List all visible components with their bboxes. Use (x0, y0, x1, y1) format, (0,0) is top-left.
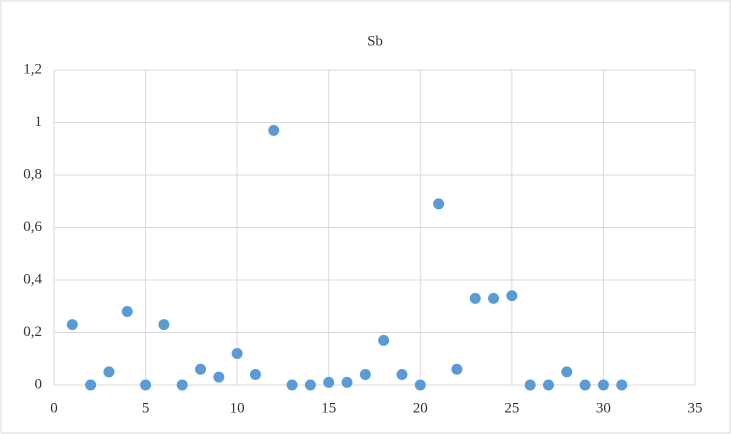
point (488, 292, 500, 304)
point (176, 379, 188, 391)
point (561, 366, 573, 378)
point (323, 376, 335, 388)
x-tick-label: 5 (142, 400, 150, 416)
point (616, 379, 628, 391)
y-tick-label: 0,8 (23, 166, 42, 182)
x-tick-label: 30 (596, 400, 611, 416)
point (414, 379, 426, 391)
point (506, 290, 518, 302)
point (158, 319, 170, 331)
chart-title: Sb (367, 33, 383, 49)
point (140, 379, 152, 391)
point (359, 369, 371, 380)
point (579, 379, 591, 391)
y-tick-label: 1,2 (23, 61, 42, 77)
point (213, 371, 225, 383)
point (378, 334, 390, 346)
x-tick-label: 0 (50, 400, 58, 416)
y-tick-label: 0,6 (23, 219, 42, 235)
x-tick-label: 25 (504, 400, 519, 416)
x-tick-label: 35 (688, 400, 703, 416)
point (524, 379, 536, 391)
x-tick-label: 15 (321, 400, 336, 416)
point (433, 198, 445, 210)
point (286, 379, 298, 391)
point (341, 376, 353, 388)
y-tick-label: 1 (35, 114, 43, 130)
point (268, 124, 280, 136)
point (249, 369, 261, 380)
point (121, 306, 133, 317)
point (231, 348, 243, 359)
y-tick-label: 0,2 (23, 324, 42, 340)
point (451, 363, 463, 375)
point (597, 379, 609, 391)
y-tick-label: 0 (35, 376, 43, 392)
point (85, 379, 97, 391)
y-tick-label: 0,4 (23, 271, 42, 287)
x-tick-label: 20 (413, 400, 428, 416)
point (304, 379, 316, 391)
point (66, 319, 78, 331)
point (396, 369, 408, 380)
point (103, 366, 115, 378)
point (469, 292, 481, 304)
x-tick-label: 10 (230, 400, 245, 416)
point (542, 379, 554, 391)
point (195, 363, 207, 375)
